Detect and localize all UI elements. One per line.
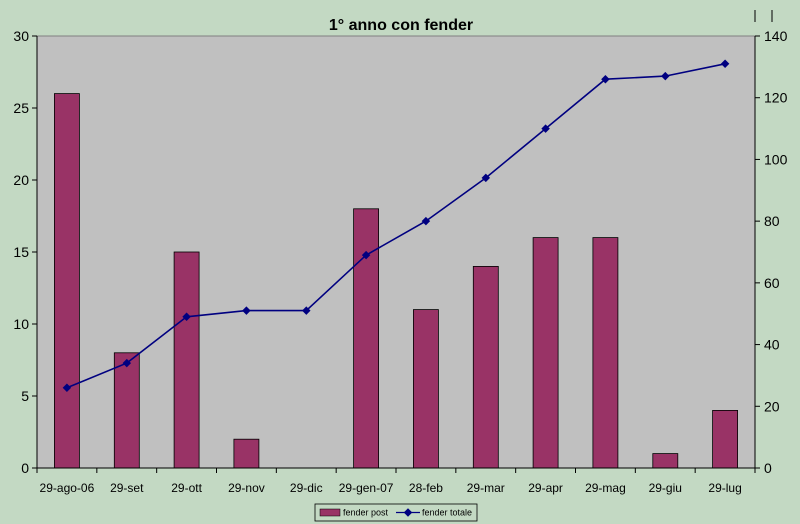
x-tick-label: 29-mag	[585, 481, 626, 495]
x-tick-label: 28-feb	[409, 481, 443, 495]
y-right-tick-label: 140	[764, 28, 788, 44]
x-tick-label: 29-set	[110, 481, 144, 495]
x-tick-label: 29-dic	[290, 481, 323, 495]
x-tick-label: 29-lug	[708, 481, 741, 495]
axes: 0 5 10 15 20 25 30 0 20 40 60 80 100 120 140 29-ago-06 2…	[13, 10, 788, 495]
legend-label-fender-totale: fender totale	[422, 508, 472, 518]
bar-29-giu	[652, 453, 679, 469]
x-tick-label: 29-ott	[171, 481, 202, 495]
point-29-mar	[481, 173, 491, 183]
bar-29-nov	[233, 438, 260, 469]
x-tick-label: 29-gen-07	[339, 481, 394, 495]
y-left-tick-label: 25	[13, 100, 29, 116]
point-29-ott	[182, 312, 191, 322]
y-left-tick-label: 15	[13, 244, 29, 260]
plot-area	[36, 35, 756, 469]
chart-title: 1° anno con fender	[329, 17, 473, 34]
y-left-tick-label: 30	[13, 28, 29, 44]
point-29-set	[122, 358, 132, 368]
legend-swatch-fender-post	[319, 508, 341, 517]
point-29-nov	[242, 306, 251, 315]
point-29-gen-07	[361, 250, 371, 260]
bar-29-gen-07	[353, 208, 380, 469]
point-29-ago-06	[62, 383, 72, 393]
bar-29-apr	[532, 237, 559, 469]
x-tick-label: 29-mar	[467, 481, 505, 495]
y-left-tick-label: 0	[21, 460, 29, 476]
y-right-tick-label: 80	[764, 213, 780, 229]
x-tick-label: 29-giu	[649, 481, 682, 495]
y-right-tick-label: 60	[764, 275, 780, 291]
bar-29-mag	[592, 237, 619, 469]
legend-marker-fender-totale	[403, 508, 413, 517]
bar-29-lug	[712, 409, 738, 469]
bar-29-set	[113, 352, 140, 469]
y-right-tick-label: 40	[764, 337, 780, 353]
legend: fender post fender totale	[314, 503, 478, 522]
x-tick-label: 29-nov	[228, 481, 265, 495]
bar-29-mar	[472, 265, 499, 469]
y-right-tick-label: 100	[764, 151, 788, 167]
legend-label-fender-post: fender post	[343, 508, 389, 518]
bar-29-ago-06	[54, 93, 80, 469]
line-series	[62, 59, 730, 393]
y-left-tick-label: 20	[13, 172, 29, 188]
x-tick-label: 29-ago-06	[40, 481, 95, 495]
point-29-dic	[302, 306, 311, 315]
bar-28-feb	[412, 309, 439, 469]
point-28-feb	[421, 216, 431, 226]
bar-29-ott	[173, 251, 200, 469]
y-left-tick-label: 5	[21, 388, 29, 404]
y-left-tick-label: 10	[13, 316, 29, 332]
line-fender-totale	[66, 63, 726, 389]
x-tick-label: 29-apr	[528, 481, 563, 495]
y-right-tick-label: 20	[764, 398, 780, 414]
y-right-tick-label: 120	[764, 90, 788, 106]
bar-series	[54, 93, 738, 469]
y-right-tick-label: 0	[764, 460, 772, 476]
